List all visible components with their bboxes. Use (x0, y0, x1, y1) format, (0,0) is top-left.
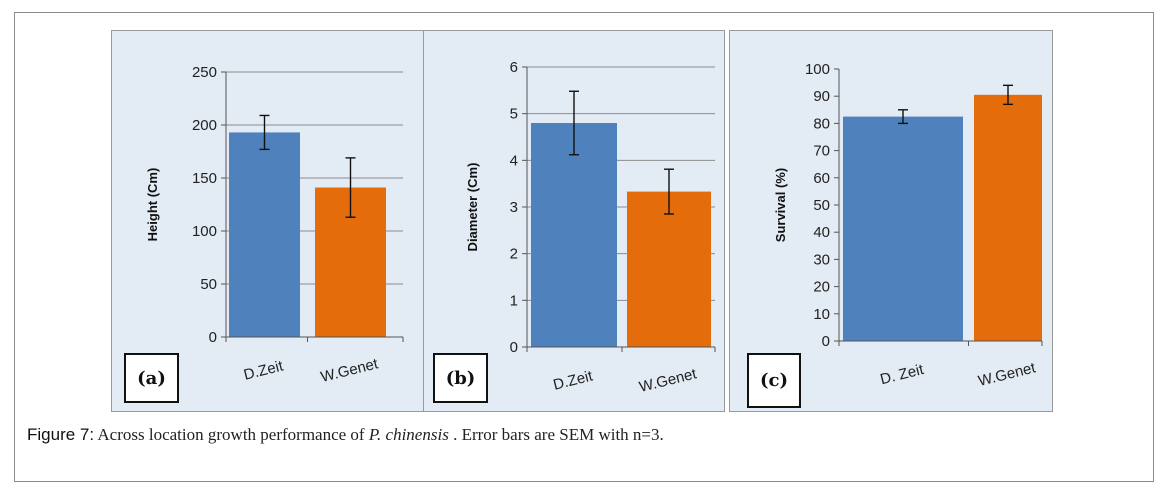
y-tick-label: 60 (813, 170, 830, 187)
bar-wgenet (974, 94, 1042, 341)
y-tick-label: 200 (192, 117, 217, 134)
y-tick-label: 40 (813, 224, 830, 241)
panel-label-b: (b) (433, 353, 488, 403)
y-tick-label: 3 (510, 199, 518, 216)
y-tick-label: 6 (510, 59, 518, 76)
diameter-chart: 0 1 2 3 4 5 6 D.Zeit W.Genet Diameter (Cm) (465, 59, 716, 396)
y-axis-title: Survival (%) (773, 168, 788, 242)
bar-dzeit (531, 123, 617, 347)
x-category-label: W.Genet (638, 365, 700, 396)
bar-dzeit (229, 132, 300, 337)
caption-figure-label: Figure 7: (27, 425, 95, 444)
caption-text-before: Across location growth performance of (94, 425, 369, 444)
y-tick-label: 100 (805, 61, 830, 78)
y-tick-label: 100 (192, 223, 217, 240)
x-category-label: D. Zeit (878, 361, 926, 388)
x-category-label: W.Genet (319, 355, 381, 386)
y-tick-label: 20 (813, 279, 830, 296)
chart-panel-survival: 0 10 20 30 40 50 60 70 80 90 100 D. Zeit W.Genet Surv… (729, 30, 1053, 412)
figure-frame: 0 50 100 150 200 250 D.Zeit W.Genet Height (Cm) … (14, 12, 1154, 482)
bar-dzeit (843, 116, 963, 341)
caption-species: P. chinensis (368, 425, 449, 444)
height-chart: 0 50 100 150 200 250 D.Zeit W.Genet Height (Cm) (145, 64, 404, 386)
y-tick-label: 150 (192, 170, 217, 187)
y-tick-label: 70 (813, 143, 830, 160)
y-tick-label: 30 (813, 251, 830, 268)
figure-caption: Figure 7: Across location growth perform… (27, 425, 664, 445)
y-tick-label: 1 (510, 292, 518, 309)
y-axis-title: Height (Cm) (145, 168, 160, 242)
chart-panel-height: 0 50 100 150 200 250 D.Zeit W.Genet Height (Cm) … (111, 30, 425, 412)
y-tick-label: 0 (822, 333, 830, 350)
y-tick-label: 50 (200, 276, 217, 293)
survival-chart: 0 10 20 30 40 50 60 70 80 90 100 D. Zeit W.Genet Surv… (773, 61, 1043, 390)
caption-text-after: . Error bars are SEM with n=3. (448, 425, 664, 444)
y-tick-label: 2 (510, 246, 518, 263)
y-tick-label: 4 (510, 152, 518, 169)
y-tick-label: 0 (209, 329, 217, 346)
chart-panel-diameter: 0 1 2 3 4 5 6 D.Zeit W.Genet Diameter (Cm) (b) (423, 30, 725, 412)
y-axis-title: Diameter (Cm) (465, 163, 480, 252)
y-tick-label: 50 (813, 197, 830, 214)
y-tick-label: 90 (813, 88, 830, 105)
bar-wgenet (627, 191, 711, 347)
y-tick-label: 250 (192, 64, 217, 81)
y-tick-label: 80 (813, 115, 830, 132)
panel-label-a: (a) (124, 353, 179, 403)
x-category-label: D.Zeit (242, 357, 286, 383)
y-tick-label: 5 (510, 106, 518, 123)
y-tick-label: 10 (813, 306, 830, 323)
x-category-label: D.Zeit (551, 367, 595, 393)
panel-label-c: (c) (747, 353, 801, 408)
y-tick-label: 0 (510, 339, 518, 356)
x-category-label: W.Genet (977, 359, 1039, 390)
